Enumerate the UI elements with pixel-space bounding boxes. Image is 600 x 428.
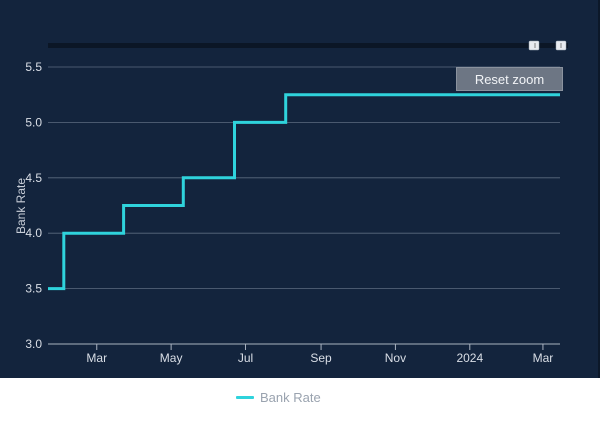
y-tick-label: 4.5 [25,171,42,185]
x-tick-label: Mar [533,351,554,365]
x-tick-label: Nov [385,351,406,365]
x-tick-label: May [160,351,183,365]
chart-svg: 3.03.54.04.55.05.5 Mar May Jul Sep Nov 2024 Ma… [14,40,568,365]
x-tick-label: 2024 [456,351,483,365]
y-tick-label: 3.5 [25,282,42,296]
grid-lines [48,66,560,345]
y-tick-label: 5.5 [25,60,42,74]
x-axis-ticks: Mar May Jul Sep Nov 2024 Mar [86,344,553,365]
legend-label: Bank Rate [260,389,321,405]
chart-panel: 3.0 3.5 4.0 4.5 5.0 5.5 Mar May Jul Sep Nov 2024 Ma… [0,0,600,378]
legend-item-bank-rate[interactable]: Bank Rate [236,389,321,405]
y-axis-ticks: 3.0 3.5 4.0 4.5 5.0 5.5 [25,60,42,351]
y-tick-label: 5.0 [25,115,42,129]
range-navigator-track[interactable] [48,43,568,48]
x-tick-label: Sep [310,351,332,365]
series-line-bank-rate[interactable] [48,93,560,291]
series-group [48,93,560,291]
range-navigator-handle-left[interactable] [528,40,540,51]
legend-swatch [236,395,254,399]
y-tick-label: 3.0 [25,337,42,351]
x-tick-label: Jul [238,351,253,365]
y-tick-label: 4.0 [25,226,42,240]
y-axis-title: Bank Rate [14,178,28,234]
x-tick-label: Mar [86,351,107,365]
reset-zoom-button[interactable]: Reset zoom [456,67,563,91]
